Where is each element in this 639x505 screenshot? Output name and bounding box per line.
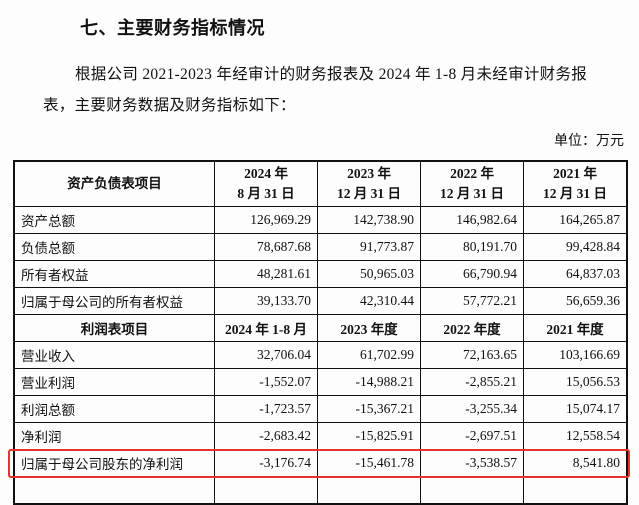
column-header-year: 2023 年 — [347, 166, 391, 181]
column-header: 2024 年 8 月 31 日 — [214, 160, 318, 207]
cell-value: 8,541.80 — [523, 449, 628, 477]
cell-value: 80,191.70 — [420, 233, 524, 261]
cell-value: 164,265.87 — [523, 206, 628, 234]
unit-label: 单位：万元 — [554, 134, 624, 149]
column-header-date: 12 月 31 日 — [542, 186, 608, 201]
cell-value: 50,965.03 — [317, 260, 421, 288]
cell-value: -15,367.21 — [317, 395, 421, 423]
empty-cell — [214, 476, 318, 505]
empty-cell — [420, 476, 524, 505]
row-label: 所有者权益 — [13, 260, 215, 288]
row-label: 营业利润 — [13, 368, 215, 396]
row-label: 归属于母公司股东的净利润 — [13, 449, 215, 477]
cell-value: -14,988.21 — [317, 368, 421, 396]
income-statement-header-row: 利润表项目 2024 年 1-8 月 2023 年度 2022 年度 2021 年度 — [13, 314, 628, 342]
row-label: 归属于母公司的所有者权益 — [13, 287, 215, 315]
cell-value: 126,969.29 — [214, 206, 318, 234]
table-row: 所有者权益 48,281.61 50,965.03 66,790.94 64,837.0… — [13, 260, 628, 288]
row-label: 营业收入 — [13, 341, 215, 369]
cell-value: 146,982.64 — [420, 206, 524, 234]
cell-value: -1,552.07 — [214, 368, 318, 396]
cell-value: 57,772.21 — [420, 287, 524, 315]
empty-cell — [13, 476, 215, 505]
row-label: 利润总额 — [13, 395, 215, 423]
cell-value: 12,558.54 — [523, 422, 628, 450]
cell-value: -3,255.34 — [420, 395, 524, 423]
column-header: 2021 年 12 月 31 日 — [523, 160, 628, 207]
cell-value: -3,538.57 — [420, 449, 524, 477]
column-header: 2023 年度 — [317, 314, 421, 342]
column-header-date: 12 月 31 日 — [336, 186, 402, 201]
cell-value: 64,837.03 — [523, 260, 628, 288]
cell-value: -15,461.78 — [317, 449, 421, 477]
highlight-box — [8, 449, 630, 478]
row-label: 资产总额 — [13, 206, 215, 234]
column-header: 2024 年 1-8 月 — [214, 314, 318, 342]
column-header: 2021 年度 — [523, 314, 628, 342]
table-row: 利润总额 -1,723.57 -15,367.21 -3,255.34 15,074.1… — [13, 395, 628, 423]
section-title: 七、主要财务指标情况 — [80, 18, 265, 39]
column-header-year: 2021 年 — [553, 166, 597, 181]
table-row: 营业利润 -1,552.07 -14,988.21 -2,855.21 15,056.5… — [13, 368, 628, 396]
cell-value: 39,133.70 — [214, 287, 318, 315]
cell-value: 15,074.17 — [523, 395, 628, 423]
intro-paragraph-line-1: 根据公司 2021-2023 年经审计的财务报表及 2024 年 1-8 月未经… — [75, 66, 588, 83]
cell-value: 91,773.87 — [317, 233, 421, 261]
cell-value: 56,659.36 — [523, 287, 628, 315]
column-header-year: 2022 年 — [450, 166, 494, 181]
cell-value: 78,687.68 — [214, 233, 318, 261]
table-row: 归属于母公司股东的净利润 -3,176.74 -15,461.78 -3,538.57… — [13, 449, 628, 477]
empty-cell — [523, 476, 628, 505]
cell-value: -15,825.91 — [317, 422, 421, 450]
cell-value: 42,310.44 — [317, 287, 421, 315]
row-label: 负债总额 — [13, 233, 215, 261]
cell-value: -1,723.57 — [214, 395, 318, 423]
cell-value: 103,166.69 — [523, 341, 628, 369]
cell-value: -2,855.21 — [420, 368, 524, 396]
empty-cell — [317, 476, 421, 505]
cell-value: 142,738.90 — [317, 206, 421, 234]
table-row: 资产总额 126,969.29 142,738.90 146,982.64 164,26… — [13, 206, 628, 234]
column-header: 2022 年度 — [420, 314, 524, 342]
table-row: 净利润 -2,683.42 -15,825.91 -2,697.51 12,558.54 — [13, 422, 628, 450]
cell-value: 15,056.53 — [523, 368, 628, 396]
cell-value: -2,697.51 — [420, 422, 524, 450]
cell-value: 48,281.61 — [214, 260, 318, 288]
table-row: 营业收入 32,706.04 61,702.99 72,163.65 103,166.6… — [13, 341, 628, 369]
table-row: 归属于母公司的所有者权益 39,133.70 42,310.44 57,772.21 5… — [13, 287, 628, 315]
cell-value: -2,683.42 — [214, 422, 318, 450]
column-header-date: 12 月 31 日 — [439, 186, 505, 201]
column-header: 2023 年 12 月 31 日 — [317, 160, 421, 207]
column-header-date: 8 月 31 日 — [237, 186, 295, 201]
cell-value: 72,163.65 — [420, 341, 524, 369]
balance-sheet-header-label: 资产负债表项目 — [13, 160, 215, 207]
cell-value: 32,706.04 — [214, 341, 318, 369]
intro-paragraph-line-2: 表，主要财务数据及财务指标如下： — [43, 97, 296, 114]
column-header: 2022 年 12 月 31 日 — [420, 160, 524, 207]
cell-value: 66,790.94 — [420, 260, 524, 288]
row-label: 净利润 — [13, 422, 215, 450]
table-row: 负债总额 78,687.68 91,773.87 80,191.70 99,428.84 — [13, 233, 628, 261]
column-header-year: 2024 年 — [244, 166, 288, 181]
cell-value: 61,702.99 — [317, 341, 421, 369]
cell-value: 99,428.84 — [523, 233, 628, 261]
income-statement-header-label: 利润表项目 — [13, 314, 215, 342]
table-row-partial — [13, 476, 628, 505]
cell-value: -3,176.74 — [214, 449, 318, 477]
